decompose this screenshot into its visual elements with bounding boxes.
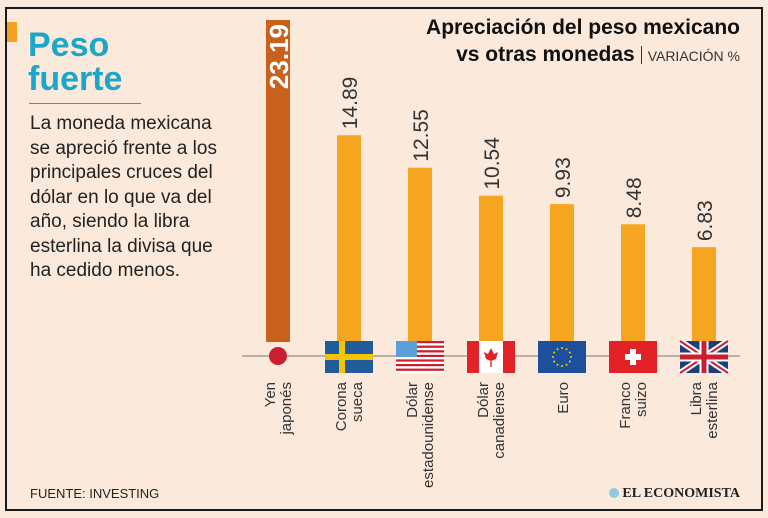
logo: EL ECONOMISTA (609, 486, 740, 502)
flag-part (565, 348, 568, 351)
value-label-2: 12.55 (410, 109, 433, 162)
value-label-6: 6.83 (694, 200, 717, 241)
bar-0 (266, 20, 290, 342)
flag-part (565, 363, 568, 366)
flag-part (396, 361, 444, 364)
flag-part (396, 350, 444, 353)
title-line2: vs otras monedas (456, 43, 635, 66)
category-label-0: Yen (262, 382, 279, 407)
source: FUENTE: INVESTING (30, 486, 160, 501)
category-label-2: Dólar (404, 382, 421, 418)
category-label-2-line2: estadounidense (420, 382, 437, 488)
flag-part (625, 354, 641, 360)
flag-part (396, 354, 444, 358)
flag-part (680, 341, 728, 373)
flag-part (396, 341, 417, 357)
value-label-3: 10.54 (481, 137, 504, 190)
frame (5, 7, 763, 511)
flag-part (269, 347, 287, 365)
logo-text: EL ECONOMISTA (622, 486, 740, 501)
flag-part (556, 363, 559, 366)
flag-part (553, 351, 556, 354)
flag-part (396, 366, 444, 369)
flag-part (467, 341, 479, 373)
flag-part (503, 341, 515, 373)
category-label-5: Franco (617, 382, 634, 429)
flag-part (570, 356, 572, 358)
headline-line1: Peso (28, 26, 110, 64)
flag-part (396, 357, 444, 360)
flag-part (538, 341, 586, 373)
category-label-1-line2: sueca (349, 381, 366, 422)
chart-subtitle: VARIACIÓN % (647, 48, 740, 64)
headline-line2: fuerte (28, 60, 123, 98)
description: La moneda mexicana se apreció frente a l… (30, 113, 217, 281)
flag-uk-icon (678, 338, 730, 376)
category-label-3-line2: canadiense (491, 382, 508, 459)
chart-title: Apreciación del peso mexicano vs otras m… (426, 14, 740, 70)
flag-part (396, 359, 444, 362)
flag-part (325, 354, 373, 360)
flag-part (568, 351, 571, 354)
category-label-4: Euro (555, 382, 572, 414)
category-label-1: Corona (333, 381, 350, 431)
flag-part (396, 368, 444, 371)
flag-part (561, 347, 563, 349)
category-label-3: Dólar (475, 382, 492, 418)
flag-japan-icon (269, 347, 287, 365)
value-label-5: 8.48 (623, 177, 646, 218)
bar-2 (408, 167, 432, 342)
bar-3 (479, 195, 503, 342)
flag-part (396, 345, 444, 348)
category-label-0-line2: japonés (278, 382, 295, 436)
flag-eu-icon (538, 341, 586, 373)
title-separator (640, 46, 642, 64)
flag-sweden-icon (325, 341, 373, 373)
flag-part (553, 360, 556, 363)
flag-part (396, 364, 444, 367)
flag-usa-icon (396, 341, 444, 374)
bar-4 (550, 204, 574, 342)
value-label-4: 9.93 (552, 157, 575, 198)
flag-part (561, 365, 563, 367)
flag-part (396, 343, 444, 346)
category-label-6: Libra (688, 381, 705, 415)
flag-part (568, 360, 571, 363)
headline: Peso fuerte (28, 28, 122, 96)
headline-rule (29, 103, 141, 104)
accent-bar (7, 22, 17, 42)
value-label-0: 23.19 (264, 24, 294, 89)
logo-icon (609, 488, 620, 498)
flag-part (396, 341, 444, 344)
flag-part (396, 352, 444, 355)
flag-part (396, 370, 444, 374)
flag-switzerland-icon (609, 341, 657, 373)
bar-6 (692, 247, 716, 342)
title-line1: Apreciación del peso mexicano (426, 16, 740, 39)
flag-part (484, 348, 498, 367)
flag-part (396, 347, 444, 351)
category-label-6-line2: esterlina (704, 381, 721, 438)
value-label-1: 14.89 (339, 77, 362, 130)
bar-1 (337, 135, 361, 342)
category-label-5-line2: suizo (633, 382, 650, 417)
flag-part (552, 356, 554, 358)
flag-canada-icon (467, 341, 515, 373)
flag-part (556, 348, 559, 351)
bar-5 (621, 224, 645, 342)
